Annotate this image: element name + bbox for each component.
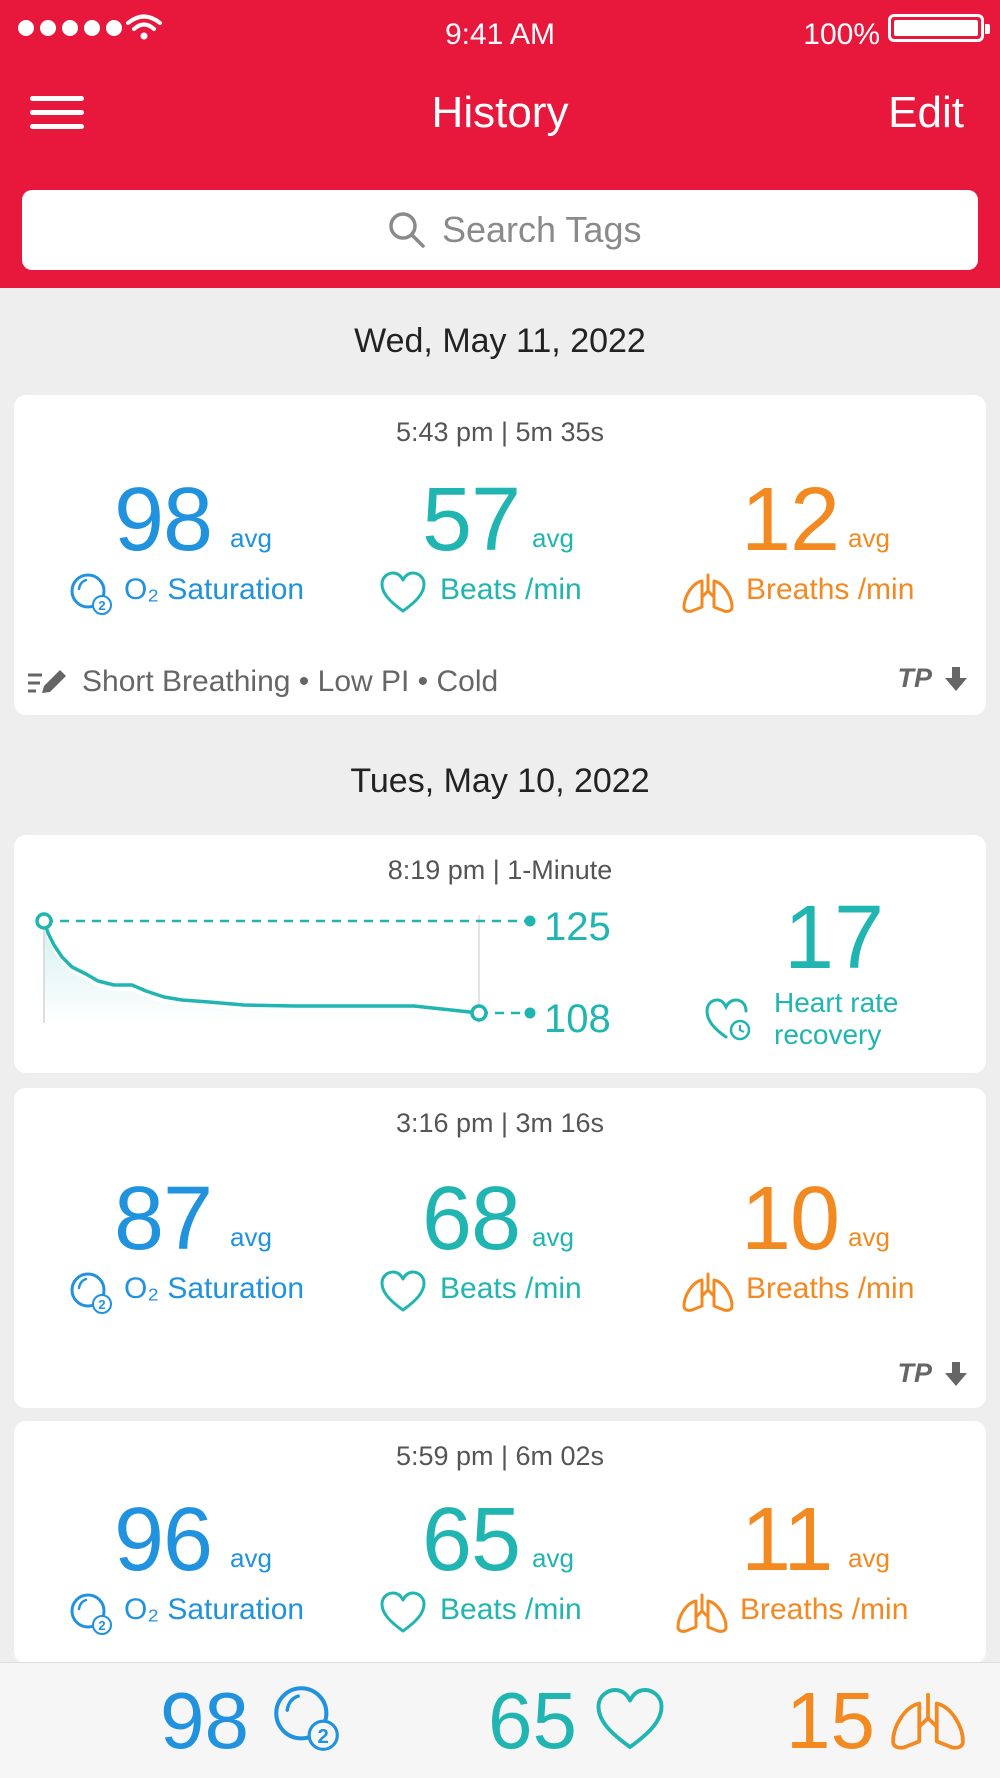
- live-readings-bar: 98 2 65 15: [0, 1662, 1000, 1778]
- recovery-value: 17: [784, 888, 885, 988]
- spo2-label: O₂ Saturation: [124, 573, 305, 606]
- resp-avg-label: avg: [848, 523, 890, 553]
- o2-saturation-icon: 2: [70, 573, 112, 615]
- start-heart-rate: 125: [544, 905, 611, 949]
- pulse-value: 68: [422, 1169, 521, 1269]
- resp-label: Breaths /min: [746, 1272, 915, 1305]
- search-bar[interactable]: [22, 190, 978, 270]
- live-spo2-value: 98: [160, 1676, 249, 1765]
- resp-avg-label: avg: [848, 1222, 890, 1252]
- spo2-label: O₂ Saturation: [124, 1593, 305, 1626]
- hamburger-menu-icon[interactable]: [30, 92, 86, 132]
- session-card[interactable]: 5:59 pm | 6m 02s 96 avg 2 O₂ Saturation …: [14, 1421, 986, 1663]
- pulse-avg-label: avg: [532, 523, 574, 553]
- live-pulse-value: 65: [488, 1676, 577, 1765]
- spo2-avg-label: avg: [230, 1222, 272, 1252]
- resp-avg-label: avg: [848, 1543, 890, 1573]
- session-time: 3:16 pm | 3m 16s: [395, 1108, 605, 1138]
- heart-icon: [380, 571, 426, 613]
- svg-text:2: 2: [98, 1297, 105, 1312]
- heart-icon: [380, 1270, 426, 1312]
- resp-value: 10: [741, 1169, 840, 1269]
- app-header: 9:41 AM 100% History Edit: [0, 0, 1000, 288]
- recovery-label-line2: recovery: [774, 1019, 882, 1050]
- lungs-icon: [682, 573, 734, 613]
- pulse-label: Beats /min: [440, 1593, 582, 1626]
- search-icon: [389, 212, 425, 248]
- download-arrow-icon: [945, 1361, 967, 1386]
- heart-icon: [380, 1591, 426, 1633]
- tags-text: Short Breathing • Low PI • Cold: [82, 665, 499, 698]
- session-tags[interactable]: Short Breathing • Low PI • Cold: [26, 665, 498, 699]
- recovery-label: Heart rate recovery: [774, 987, 899, 1051]
- session-card[interactable]: 3:16 pm | 3m 16s 87 avg 2 O₂ Saturation …: [14, 1088, 986, 1408]
- heart-icon: [596, 1688, 664, 1749]
- status-bar: 9:41 AM 100%: [0, 0, 1000, 70]
- tp-download[interactable]: TP: [897, 663, 968, 694]
- session-time: 8:19 pm | 1-Minute: [387, 855, 613, 885]
- spo2-value: 98: [114, 470, 213, 570]
- pulse-avg-label: avg: [532, 1543, 574, 1573]
- battery-icon: [888, 14, 990, 42]
- tp-badge: TP: [897, 663, 932, 693]
- end-heart-rate: 108: [544, 997, 611, 1041]
- search-input[interactable]: [442, 202, 942, 258]
- battery-percent: 100%: [803, 18, 880, 51]
- session-time: 5:43 pm | 5m 35s: [395, 417, 605, 447]
- pulse-value: 65: [422, 1490, 521, 1590]
- pulse-value: 57: [422, 470, 521, 570]
- cellular-signal-icon: [18, 20, 122, 36]
- edit-tags-icon: [28, 670, 66, 693]
- page-title: History: [431, 88, 569, 137]
- svg-text:2: 2: [318, 1726, 329, 1748]
- o2-saturation-icon: 2: [70, 1272, 112, 1314]
- date-header: Tues, May 10, 2022: [350, 762, 650, 800]
- resp-value: 11: [741, 1490, 833, 1590]
- live-resp-value: 15: [786, 1676, 875, 1765]
- resp-value: 12: [741, 470, 840, 570]
- spo2-label: O₂ Saturation: [124, 1272, 305, 1305]
- edit-button[interactable]: Edit: [888, 88, 964, 137]
- heart-rate-recovery-icon: [705, 998, 751, 1041]
- tp-badge: TP: [897, 1358, 932, 1388]
- resp-label: Breaths /min: [740, 1593, 909, 1626]
- svg-text:2: 2: [98, 598, 105, 613]
- session-card[interactable]: 5:43 pm | 5m 35s 98 avg 2 O₂ Saturation …: [14, 395, 986, 715]
- recovery-chart: [35, 912, 536, 1023]
- pulse-label: Beats /min: [440, 1272, 582, 1305]
- o2-saturation-icon: 2: [70, 1593, 112, 1635]
- spo2-avg-label: avg: [230, 523, 272, 553]
- svg-text:2: 2: [98, 1618, 105, 1633]
- pulse-avg-label: avg: [532, 1222, 574, 1252]
- o2-saturation-icon: 2: [274, 1686, 339, 1751]
- pulse-label: Beats /min: [440, 573, 582, 606]
- download-arrow-icon: [945, 666, 967, 691]
- session-time: 5:59 pm | 6m 02s: [395, 1441, 605, 1471]
- status-time: 9:41 AM: [444, 18, 556, 51]
- recovery-label-line1: Heart rate: [774, 987, 899, 1018]
- lungs-icon: [676, 1593, 728, 1633]
- spo2-value: 87: [114, 1169, 213, 1269]
- heart-rate-recovery-card[interactable]: 8:19 pm | 1-Minute 125 108 17 Heart rate…: [14, 835, 986, 1073]
- tp-download[interactable]: TP: [897, 1358, 968, 1389]
- wifi-icon: [126, 14, 162, 40]
- lungs-icon: [891, 1692, 965, 1750]
- resp-label: Breaths /min: [746, 573, 915, 606]
- spo2-avg-label: avg: [230, 1543, 272, 1573]
- spo2-value: 96: [114, 1490, 213, 1590]
- lungs-icon: [682, 1272, 734, 1312]
- date-header: Wed, May 11, 2022: [354, 322, 646, 360]
